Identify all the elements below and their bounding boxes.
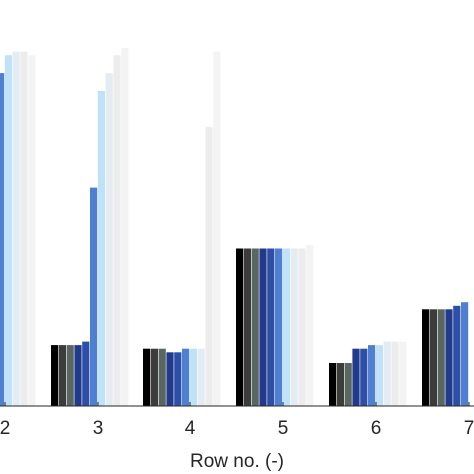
- bar-row-2-series-8: [12, 51, 20, 406]
- bar-row-4-series-7: [189, 348, 197, 406]
- bar-row-3-series-10: [121, 48, 129, 406]
- bar-row-3-series-8: [105, 73, 113, 406]
- bar-row-5-series-8: [290, 248, 298, 406]
- bar-row-2-series-9: [20, 51, 28, 406]
- bar-row-7-series-2: [429, 309, 437, 406]
- x-tick-label: 2: [0, 418, 10, 439]
- x-tick-label: 3: [93, 418, 104, 439]
- bar-row-5-series-3: [251, 248, 259, 406]
- bar-row-3-series-6: [90, 187, 98, 406]
- bar-row-5-series-6: [275, 248, 283, 406]
- bar-row-5-series-4: [259, 248, 267, 406]
- bar-row-6-series-9: [391, 341, 399, 406]
- bar-row-2-series-6: [0, 73, 5, 406]
- bar-row-4-series-9: [205, 126, 213, 407]
- bar-row-3-series-4: [74, 345, 82, 406]
- bar-row-4-series-4: [166, 352, 174, 406]
- bar-row-5-series-9: [298, 248, 306, 406]
- bar-row-4-series-5: [174, 352, 182, 406]
- bar-row-6-series-6: [368, 345, 376, 406]
- bar-row-7-series-3: [437, 309, 445, 406]
- bar-row-5-series-2: [243, 248, 251, 406]
- bar-row-6-series-4: [352, 348, 360, 406]
- bar-row-3-series-2: [58, 345, 66, 406]
- bar-row-7-series-4: [445, 309, 453, 406]
- x-tick-label: 4: [185, 418, 196, 439]
- bar-row-7-series-5: [453, 305, 461, 406]
- bar-row-4-series-3: [158, 348, 166, 406]
- bar-row-6-series-8: [383, 341, 391, 406]
- bar-row-6-series-10: [399, 341, 407, 406]
- bar-row-6-series-3: [344, 363, 352, 406]
- bars-group: [0, 48, 469, 407]
- bar-row-3-series-3: [66, 345, 74, 406]
- bar-row-5-series-10: [306, 244, 314, 406]
- bar-row-7-series-6: [461, 302, 469, 406]
- bar-row-3-series-7: [97, 91, 105, 406]
- bar-row-4-series-2: [150, 348, 158, 406]
- bar-row-2-series-10: [28, 55, 36, 406]
- bar-row-5-series-1: [236, 248, 244, 406]
- x-axis-label: Row no. (-): [190, 451, 284, 472]
- bar-row-6-series-7: [375, 345, 383, 406]
- bar-row-3-series-5: [82, 341, 90, 406]
- bar-row-4-series-1: [143, 348, 151, 406]
- bar-row-4-series-10: [213, 51, 221, 406]
- bar-row-6-series-5: [360, 348, 368, 406]
- x-ticks-group: 2 3 4 5 6 7: [0, 402, 474, 439]
- bar-row-3-series-9: [113, 55, 121, 406]
- x-tick-label: 6: [371, 418, 382, 439]
- bar-row-7-series-1: [422, 309, 430, 406]
- x-tick-label: 5: [278, 418, 289, 439]
- bar-row-2-series-7: [4, 55, 12, 406]
- bar-row-5-series-7: [282, 248, 290, 406]
- bar-row-5-series-5: [267, 248, 275, 406]
- bar-row-3-series-1: [51, 345, 59, 406]
- bar-row-4-series-8: [197, 348, 205, 406]
- bar-row-4-series-6: [182, 348, 190, 406]
- x-tick-label: 7: [464, 418, 474, 439]
- bar-row-6-series-1: [329, 363, 337, 406]
- bar-row-6-series-2: [336, 363, 344, 406]
